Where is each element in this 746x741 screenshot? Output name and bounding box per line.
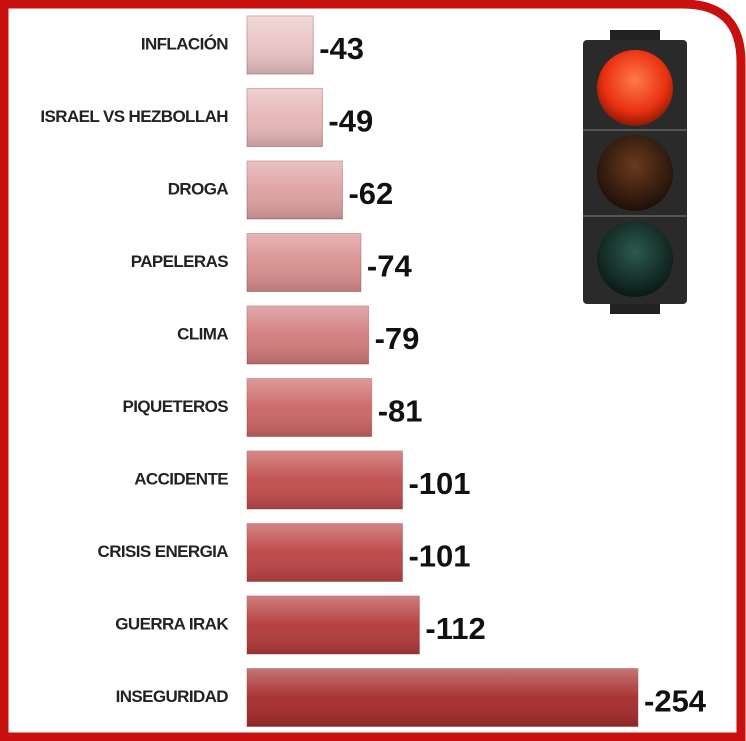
- category-label: CRISIS ENERGIA: [98, 542, 229, 561]
- category-label: INFLACIÓN: [141, 34, 228, 53]
- bar-shine: [247, 451, 403, 509]
- value-label: -62: [348, 176, 393, 211]
- category-label: ACCIDENTE: [134, 469, 228, 488]
- bar-shine: [247, 596, 420, 654]
- category-label: INSEGURIDAD: [116, 687, 229, 706]
- bar-shine: [247, 161, 343, 219]
- bar-shine: [247, 233, 361, 292]
- bar-shine: [247, 88, 323, 147]
- value-label: -101: [408, 539, 470, 574]
- category-label: PAPELERAS: [131, 252, 229, 271]
- value-label: -43: [319, 31, 364, 66]
- value-label: -112: [425, 611, 485, 646]
- value-label: -79: [375, 321, 420, 356]
- category-label: GUERRA IRAK: [115, 614, 229, 633]
- bar-shine: [247, 668, 638, 727]
- bar-shine: [247, 306, 369, 364]
- bar-shine: [247, 378, 372, 437]
- value-label: -81: [378, 394, 423, 429]
- traffic-light: [583, 30, 687, 314]
- category-label: PIQUETEROS: [123, 397, 229, 416]
- value-label: -74: [367, 249, 413, 284]
- value-label: -101: [408, 466, 470, 501]
- category-label: CLIMA: [177, 324, 228, 343]
- bar-shine: [247, 523, 403, 582]
- category-label: ISRAEL VS HEZBOLLAH: [40, 107, 228, 126]
- category-label: DROGA: [168, 179, 229, 198]
- bar-shine: [247, 16, 314, 74]
- value-label: -254: [644, 684, 707, 719]
- value-label: -49: [328, 104, 373, 139]
